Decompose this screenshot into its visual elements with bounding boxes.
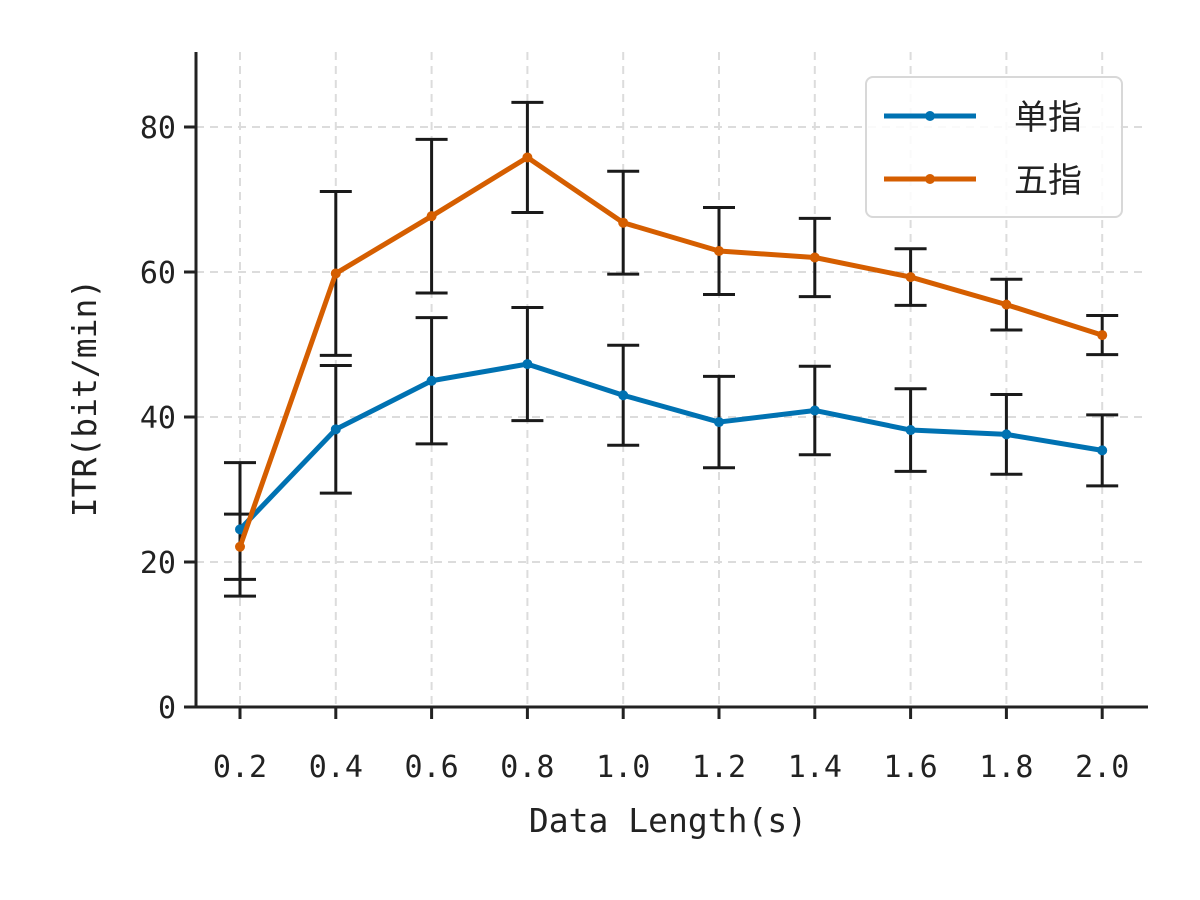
x-tick-label: 1.4 (788, 750, 842, 785)
x-tick-label: 1.6 (884, 750, 938, 785)
series-line-0 (238, 361, 1103, 532)
x-tick-label: 0.4 (309, 750, 363, 785)
legend-marker-five-finger (925, 174, 935, 184)
data-point (905, 425, 916, 436)
y-tick-label: 0 (158, 691, 176, 726)
data-point (905, 272, 916, 283)
x-axis-label: Data Length(s) (529, 801, 807, 840)
y-tick-label: 80 (140, 111, 176, 146)
data-point (1001, 299, 1012, 310)
data-point (618, 217, 629, 228)
series-lines (235, 152, 1108, 552)
data-point (1001, 429, 1012, 440)
legend-label-single-finger: 单指 (1014, 98, 1082, 138)
data-point (618, 390, 629, 401)
data-point (714, 417, 724, 428)
x-tick-label: 0.8 (500, 750, 554, 785)
data-point (1097, 330, 1108, 341)
data-point (809, 252, 820, 263)
x-tick-label: 1.0 (596, 750, 650, 785)
x-tick-label: 0.2 (213, 750, 267, 785)
x-tick-label: 1.8 (979, 750, 1033, 785)
data-point (1097, 445, 1108, 456)
data-point (809, 405, 820, 416)
data-point (426, 211, 437, 222)
y-tick-label: 60 (140, 256, 176, 291)
x-tick-label: 2.0 (1075, 750, 1129, 785)
x-tick-label: 0.6 (405, 750, 459, 785)
legend-frame (865, 76, 1123, 218)
legend: 单指 五指 (865, 76, 1123, 218)
legend-marker-single-finger (925, 111, 935, 121)
data-point (714, 245, 724, 256)
data-point (522, 359, 533, 370)
ticks: 0.2 0.4 0.6 0.8 1.0 1.2 1.4 1.6 1.8 2.0 0 20 40 60 80 (140, 111, 1129, 785)
y-axis-label: ITR(bit/min) (65, 279, 104, 517)
data-point (426, 375, 437, 386)
data-point (235, 524, 245, 535)
data-point (235, 541, 245, 552)
data-point (330, 424, 341, 435)
y-tick-label: 20 (140, 546, 176, 581)
y-tick-label: 40 (140, 401, 176, 436)
series-line-1 (237, 154, 1103, 548)
axes (194, 52, 1148, 709)
x-tick-label: 1.2 (692, 750, 746, 785)
data-point (522, 152, 533, 163)
legend-label-five-finger: 五指 (1014, 161, 1082, 201)
data-point (330, 268, 341, 279)
